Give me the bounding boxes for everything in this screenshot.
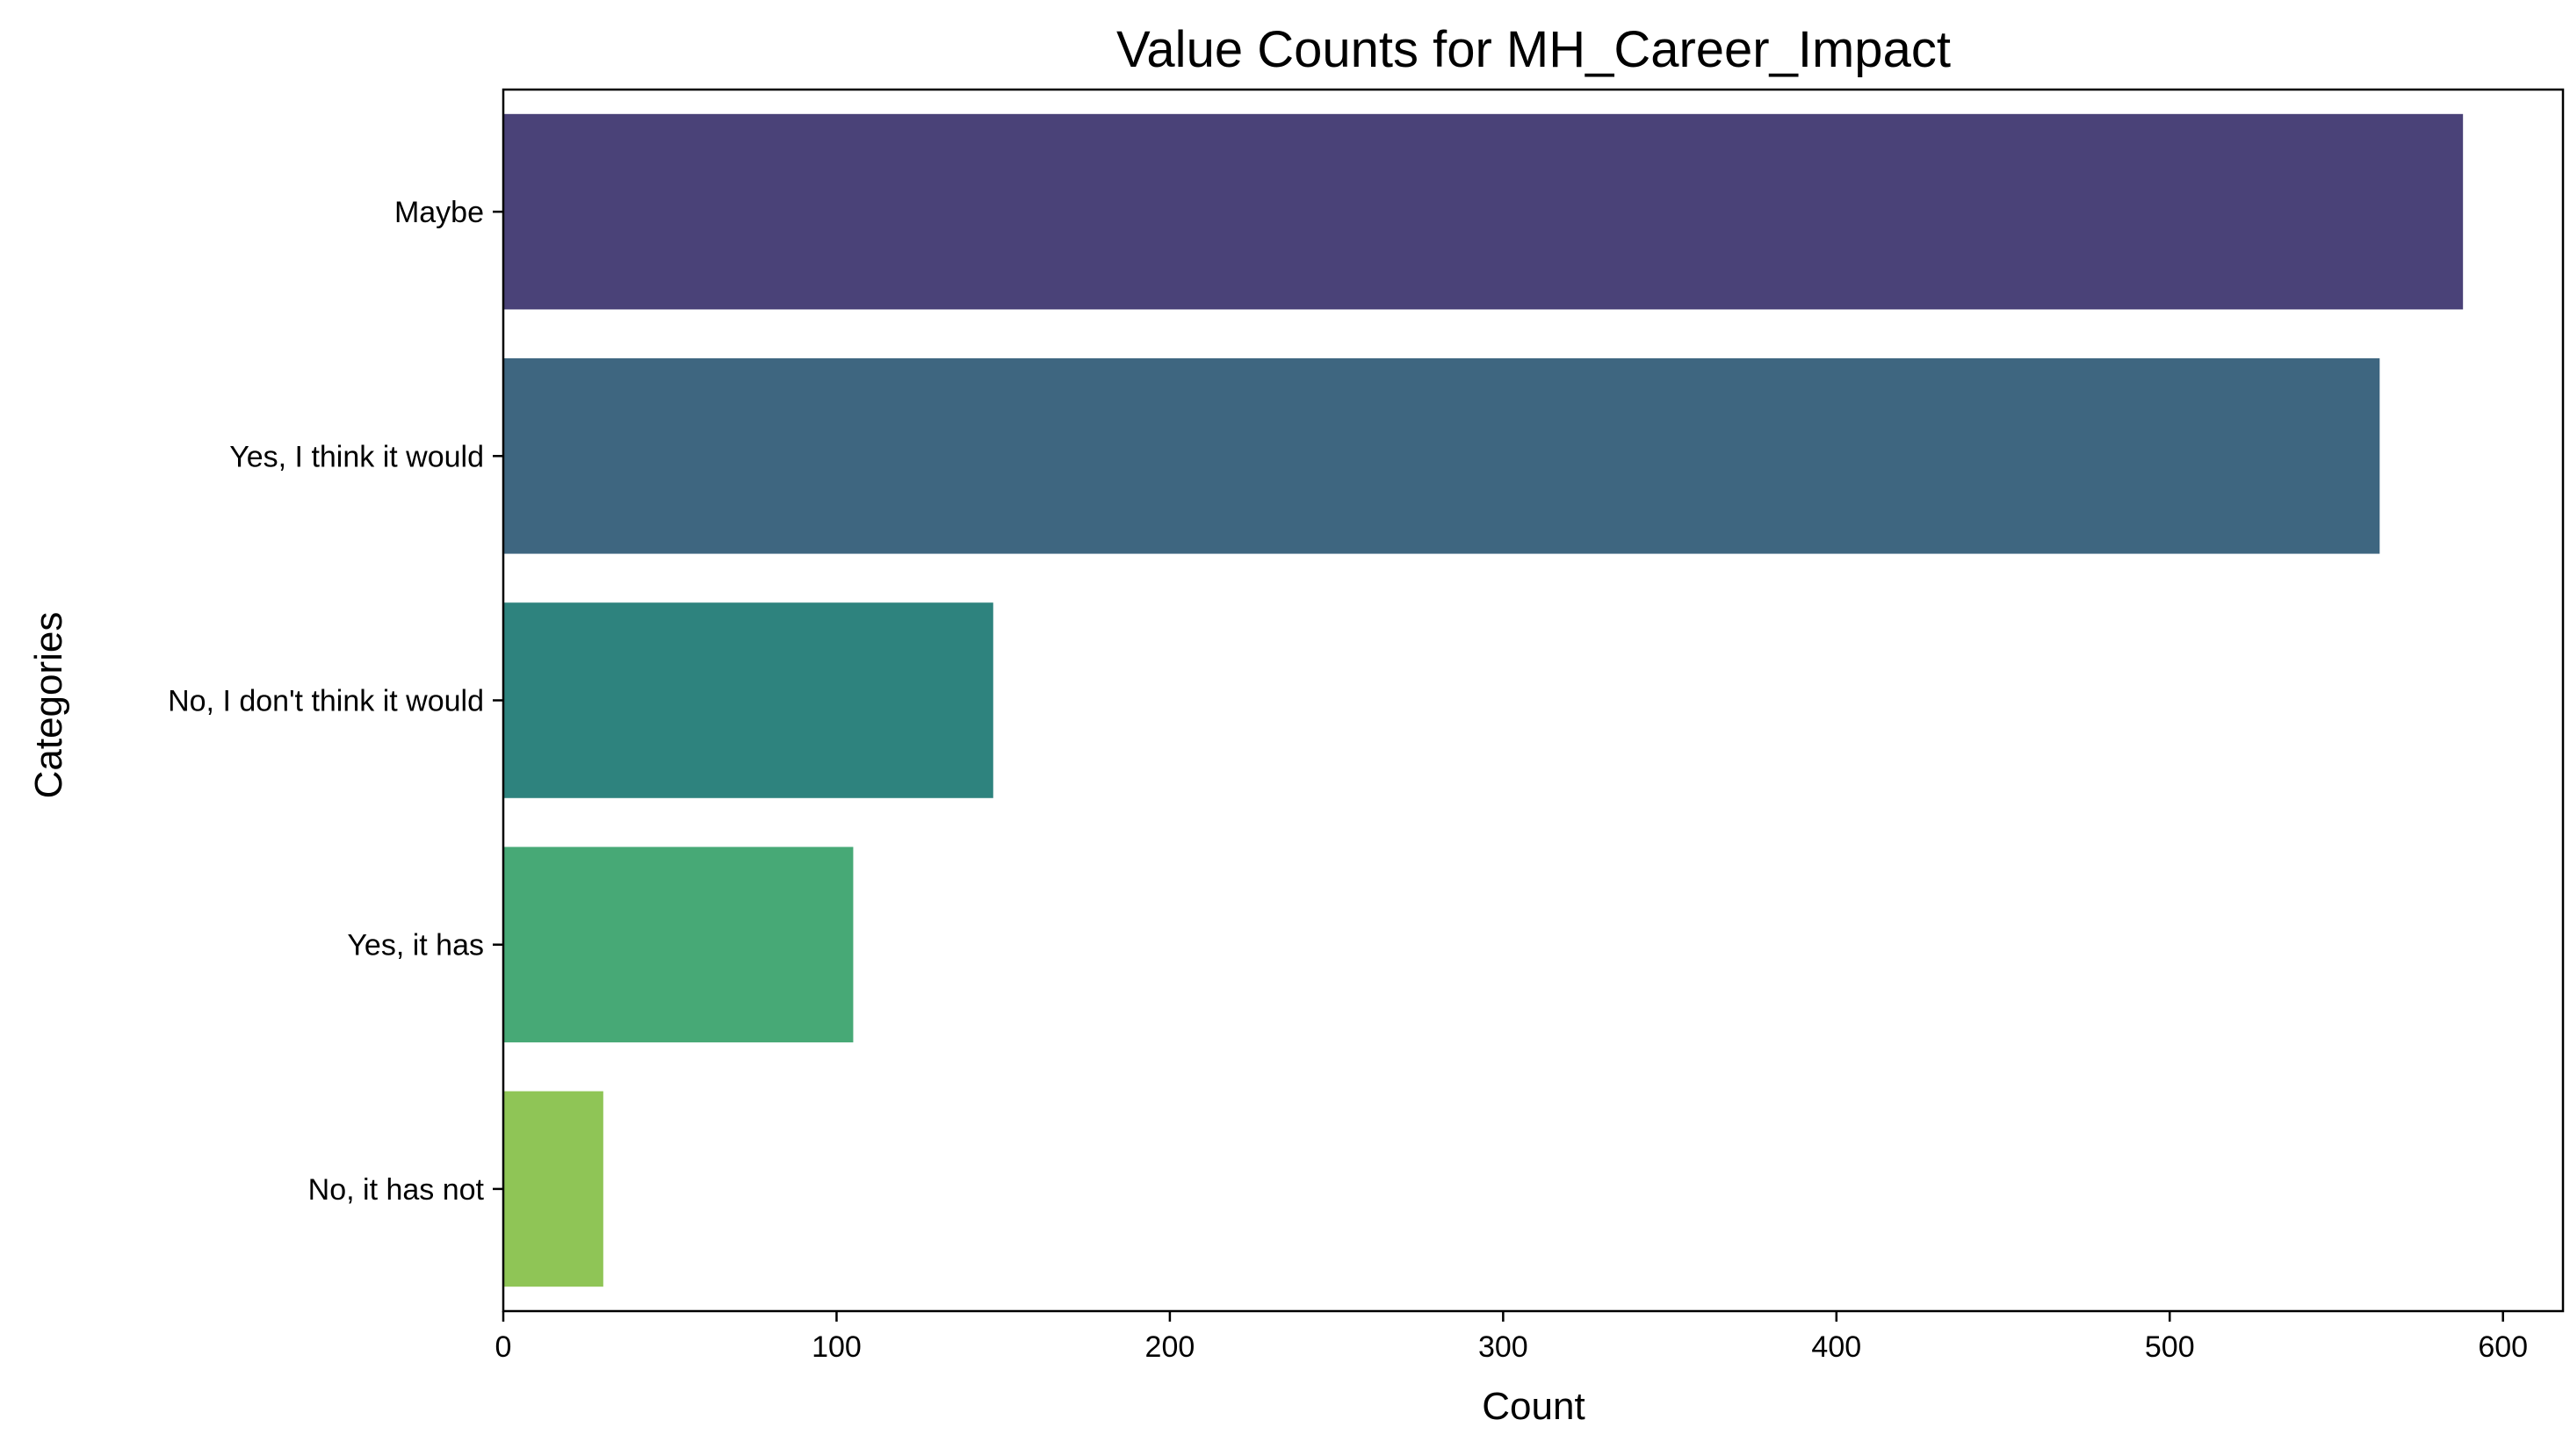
- bar: [503, 113, 2464, 310]
- y-tick-label: Yes, I think it would: [229, 440, 484, 473]
- x-tick-label: 200: [1145, 1330, 1195, 1364]
- bar: [503, 847, 854, 1042]
- x-tick-label: 400: [1811, 1330, 1861, 1364]
- x-axis-label: Count: [1482, 1385, 1585, 1428]
- x-tick-label: 0: [495, 1330, 512, 1364]
- x-tick-label: 600: [2478, 1330, 2528, 1364]
- x-tick-label: 500: [2145, 1330, 2195, 1364]
- y-axis-label: Categories: [27, 612, 70, 799]
- plot-area: Maybe Yes, I think it would No, I don't th…: [168, 88, 2565, 1364]
- chart-title: Value Counts for MH_Career_Impact: [1116, 21, 1951, 78]
- x-tick-label: 100: [812, 1330, 862, 1364]
- y-tick-label: No, it has not: [308, 1173, 485, 1207]
- y-tick-label: No, I don't think it would: [168, 685, 484, 718]
- bar: [503, 1091, 603, 1287]
- y-tick-label: Maybe: [394, 196, 484, 229]
- x-tick-label: 300: [1478, 1330, 1528, 1364]
- bar: [503, 602, 993, 798]
- bar: [503, 358, 2380, 554]
- y-tick-label: Yes, it has: [347, 929, 484, 962]
